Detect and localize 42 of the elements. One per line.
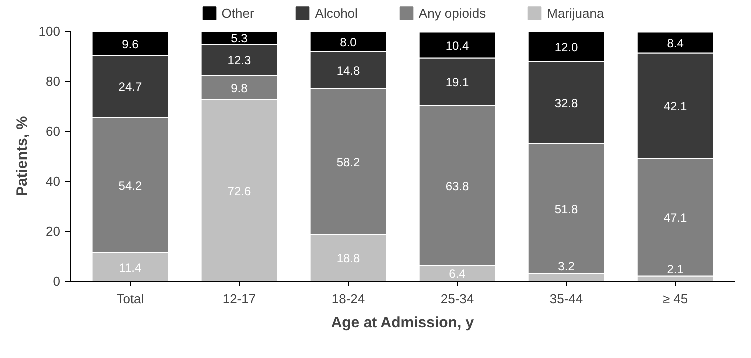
- data-label: 12.3: [228, 54, 252, 68]
- data-label: 51.8: [554, 202, 579, 216]
- data-label: 8.4: [667, 36, 684, 50]
- data-label: 11.4: [119, 260, 142, 275]
- x-tick-label: 35-44: [550, 292, 584, 306]
- y-tick-label: 20: [46, 224, 61, 239]
- y-tick-label: 80: [46, 74, 61, 89]
- data-label: 19.1: [446, 76, 470, 90]
- data-label: 5.3: [231, 32, 248, 46]
- y-tick-label: 100: [38, 24, 61, 39]
- data-label: 72.6: [228, 184, 252, 198]
- legend-label: Other: [222, 6, 254, 20]
- y-tick-label: 0: [53, 274, 61, 289]
- data-label: 10.4: [446, 38, 470, 53]
- data-label: 14.8: [336, 64, 360, 78]
- x-tick-label: 12-17: [222, 292, 256, 306]
- data-label: 42.1: [664, 99, 688, 114]
- x-axis-title: Age at Admission, y: [331, 314, 475, 332]
- data-label: 18.8: [336, 252, 360, 266]
- data-label: 8.0: [340, 36, 358, 50]
- data-label: 3.2: [558, 260, 576, 274]
- data-label: 9.8: [231, 81, 248, 96]
- data-label: 2.1: [667, 262, 684, 276]
- x-tick-label: Total: [116, 292, 144, 306]
- data-label: 12.0: [554, 40, 579, 54]
- x-tick-label: 18-24: [332, 292, 366, 306]
- y-tick-label: 40: [46, 174, 61, 189]
- data-label: 32.8: [554, 96, 579, 110]
- data-label: 9.6: [122, 37, 140, 52]
- data-label: 47.1: [664, 210, 688, 225]
- data-label: 54.2: [118, 178, 142, 193]
- x-tick-label: ≥ 45: [662, 292, 688, 306]
- data-label: 63.8: [446, 179, 470, 194]
- legend-label: Alcohol: [315, 6, 358, 20]
- x-tick-label: 25-34: [440, 292, 474, 306]
- legend-label: Any opioids: [418, 6, 486, 20]
- data-label: 58.2: [336, 155, 360, 170]
- y-axis-title: Patients, %: [14, 116, 31, 197]
- y-tick-label: 60: [46, 124, 61, 139]
- legend-label: Marijuana: [547, 6, 604, 20]
- data-label: 24.7: [118, 80, 142, 94]
- data-label: 6.4: [449, 267, 466, 281]
